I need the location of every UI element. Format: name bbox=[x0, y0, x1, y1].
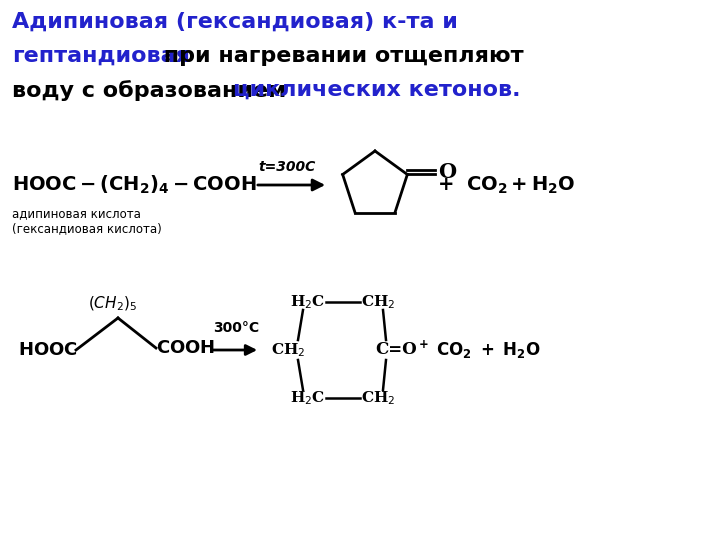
Text: адипиновая кислота: адипиновая кислота bbox=[12, 207, 141, 220]
Text: $\mathbf{HOOC-(CH_2)_4-COOH}$: $\mathbf{HOOC-(CH_2)_4-COOH}$ bbox=[12, 174, 256, 196]
Text: $\mathbf{COOH}$: $\mathbf{COOH}$ bbox=[156, 339, 215, 357]
Text: H$_2$C: H$_2$C bbox=[290, 293, 325, 311]
Text: $\mathbf{{}^+\ CO_2\ +\ H_2O}$: $\mathbf{{}^+\ CO_2\ +\ H_2O}$ bbox=[416, 339, 541, 361]
Text: гептандиовая: гептандиовая bbox=[12, 46, 190, 66]
Text: воду с образованием: воду с образованием bbox=[12, 80, 294, 101]
Text: $\mathbf{+\ \ CO_2 + H_2O}$: $\mathbf{+\ \ CO_2 + H_2O}$ bbox=[437, 174, 575, 195]
Text: O: O bbox=[438, 163, 456, 183]
Text: 300°C: 300°C bbox=[213, 321, 259, 335]
Text: CH$_2$: CH$_2$ bbox=[361, 293, 395, 311]
Text: циклических кетонов.: циклических кетонов. bbox=[233, 80, 521, 100]
Text: Адипиновая (гександиовая) к-та и: Адипиновая (гександиовая) к-та и bbox=[12, 12, 458, 32]
Text: $(CH_2)_5$: $(CH_2)_5$ bbox=[89, 295, 138, 313]
Text: H$_2$C: H$_2$C bbox=[290, 389, 325, 407]
Text: (гександиовая кислота): (гександиовая кислота) bbox=[12, 222, 162, 235]
Text: C=O: C=O bbox=[375, 341, 417, 359]
Text: CH$_2$: CH$_2$ bbox=[271, 341, 305, 359]
Text: CH$_2$: CH$_2$ bbox=[361, 389, 395, 407]
Text: при нагревании отщепляют: при нагревании отщепляют bbox=[156, 46, 523, 66]
Text: t=300C: t=300C bbox=[258, 160, 315, 174]
Text: $\mathbf{HOOC}$: $\mathbf{HOOC}$ bbox=[18, 341, 78, 359]
